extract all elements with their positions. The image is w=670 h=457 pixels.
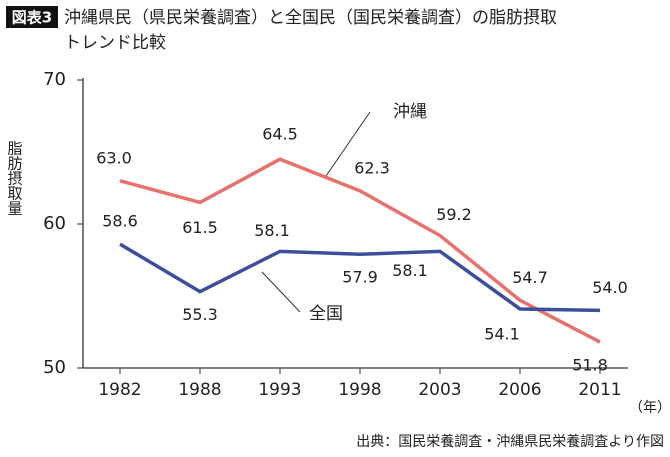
value-label: 58.1: [392, 261, 428, 280]
value-label: 58.6: [102, 212, 138, 231]
x-tick-label: 2011: [578, 380, 621, 400]
y-tick-label: 60: [43, 213, 66, 234]
series-name: 全国: [309, 304, 343, 324]
value-label: 64.5: [262, 125, 298, 144]
value-label: 51.8: [572, 356, 608, 375]
x-tick-label: 1982: [98, 380, 141, 400]
x-tick-label: 2006: [498, 380, 541, 400]
leader-line: [325, 111, 371, 177]
value-label: 57.9: [342, 268, 378, 287]
chart-title: トレンド比較: [64, 33, 166, 53]
source: 出典：国民栄養調査・沖縄県民栄養調査より作図: [356, 433, 664, 450]
leader-line: [261, 271, 301, 313]
series-line: [119, 242, 601, 313]
chart-title: 沖縄県民（県民栄養調査）と全国民（国民栄養調査）の脂肪摂取: [64, 8, 557, 28]
value-label: 55.3: [182, 305, 218, 324]
value-label: 54.0: [592, 278, 628, 297]
title-label: 図表3: [12, 9, 52, 27]
series-line: [119, 157, 601, 344]
series-name: 沖縄: [393, 102, 427, 122]
value-label: 54.7: [512, 268, 548, 287]
x-tick-label: 1988: [178, 380, 221, 400]
y-axis-label: 脂肪摂取量: [6, 141, 24, 216]
y-tick-label: 50: [43, 357, 66, 378]
value-label: 58.1: [254, 221, 290, 240]
x-tick-label: 1993: [258, 380, 301, 400]
x-unit: （年）: [629, 400, 670, 416]
y-tick-label: 70: [43, 69, 66, 90]
value-label: 54.1: [484, 324, 520, 343]
value-label: 59.2: [436, 205, 472, 224]
value-label: 61.5: [182, 218, 218, 237]
x-tick-label: 1998: [338, 380, 381, 400]
x-tick-label: 2003: [418, 380, 461, 400]
value-label: 63.0: [96, 148, 132, 167]
value-label: 62.3: [354, 158, 390, 177]
title-badge: [6, 6, 58, 28]
